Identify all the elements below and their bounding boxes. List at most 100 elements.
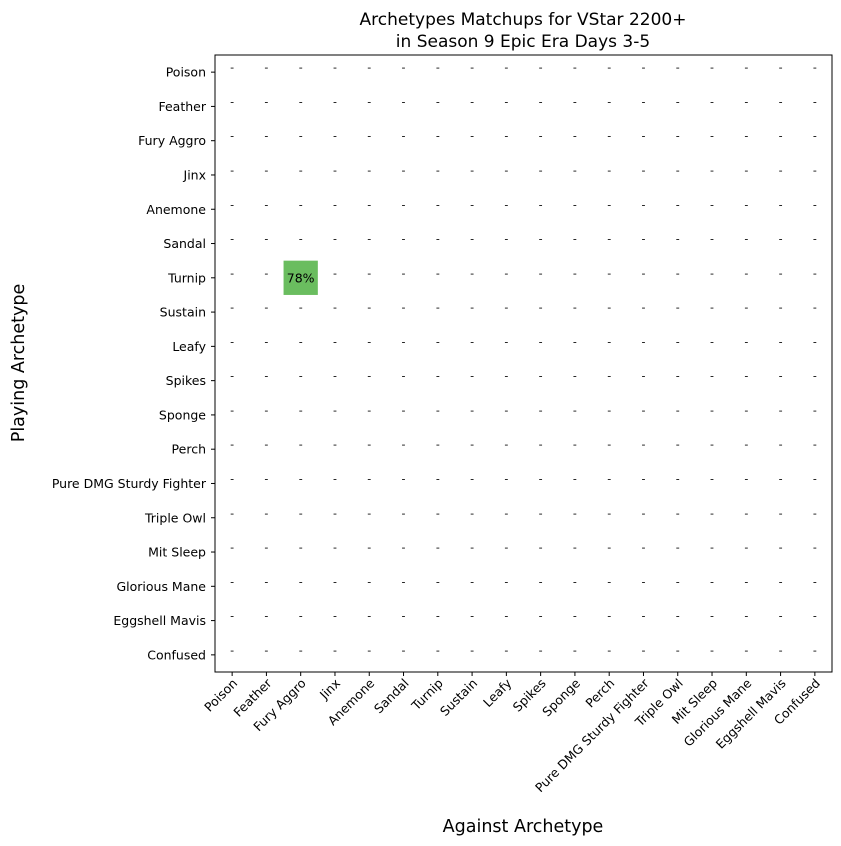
empty-cell-marker: - <box>573 404 577 417</box>
empty-cell-marker: - <box>779 472 783 485</box>
plot-frame <box>214 54 833 673</box>
empty-cell-marker: - <box>676 541 680 554</box>
empty-cell-marker: - <box>436 335 440 348</box>
empty-cell-marker: - <box>402 610 406 623</box>
empty-cell-marker: - <box>607 541 611 554</box>
empty-cell-marker: - <box>470 335 474 348</box>
empty-cell-marker: - <box>367 267 371 280</box>
empty-cell-marker: - <box>436 164 440 177</box>
empty-cell-marker: - <box>710 507 714 520</box>
empty-cell-marker: - <box>779 644 783 657</box>
empty-cell-marker: - <box>230 198 234 211</box>
empty-cell-marker: - <box>504 335 508 348</box>
empty-cell-marker: - <box>230 644 234 657</box>
x-tick-label: Jinx <box>316 676 343 703</box>
empty-cell-marker: - <box>539 507 543 520</box>
empty-cell-marker: - <box>470 198 474 211</box>
empty-cell-marker: - <box>333 267 337 280</box>
empty-cell-marker: - <box>779 610 783 623</box>
empty-cell-marker: - <box>299 61 303 74</box>
empty-cell-marker: - <box>813 301 817 314</box>
empty-cell-marker: - <box>230 95 234 108</box>
empty-cell-marker: - <box>367 404 371 417</box>
empty-cell-marker: - <box>744 610 748 623</box>
empty-cell-marker: - <box>470 575 474 588</box>
x-tick-label: Sponge <box>539 675 583 719</box>
empty-cell-marker: - <box>299 472 303 485</box>
empty-cell-marker: - <box>744 198 748 211</box>
empty-cell-marker: - <box>470 644 474 657</box>
empty-cell-marker: - <box>779 198 783 211</box>
empty-cell-marker: - <box>607 95 611 108</box>
empty-cell-marker: - <box>436 507 440 520</box>
empty-cell-marker: - <box>333 164 337 177</box>
empty-cell-marker: - <box>504 301 508 314</box>
empty-cell-marker: - <box>402 404 406 417</box>
x-axis-label: Against Archetype <box>443 817 604 837</box>
empty-cell-marker: - <box>710 472 714 485</box>
empty-cell-marker: - <box>436 198 440 211</box>
empty-cell-marker: - <box>402 335 406 348</box>
empty-cell-marker: - <box>504 404 508 417</box>
empty-cell-marker: - <box>504 95 508 108</box>
empty-cell-marker: - <box>710 610 714 623</box>
empty-cell-marker: - <box>299 370 303 383</box>
empty-cell-marker: - <box>539 233 543 246</box>
empty-cell-marker: - <box>402 233 406 246</box>
empty-cell-marker: - <box>744 541 748 554</box>
empty-cell-marker: - <box>539 438 543 451</box>
empty-cell-marker: - <box>607 267 611 280</box>
empty-cell-marker: - <box>264 95 268 108</box>
empty-cell-marker: - <box>264 610 268 623</box>
empty-cell-marker: - <box>676 198 680 211</box>
empty-cell-marker: - <box>333 198 337 211</box>
empty-cell-marker: - <box>573 61 577 74</box>
empty-cell-marker: - <box>641 267 645 280</box>
empty-cell-marker: - <box>813 95 817 108</box>
empty-cell-marker: - <box>264 472 268 485</box>
empty-cell-marker: - <box>299 164 303 177</box>
empty-cell-marker: - <box>573 610 577 623</box>
empty-cell-marker: - <box>436 610 440 623</box>
empty-cell-marker: - <box>402 541 406 554</box>
empty-cell-marker: - <box>607 644 611 657</box>
empty-cell-marker: - <box>333 61 337 74</box>
y-tick-label: Sustain <box>160 305 206 320</box>
empty-cell-marker: - <box>436 575 440 588</box>
empty-cell-marker: - <box>573 507 577 520</box>
empty-cell-marker: - <box>641 233 645 246</box>
empty-cell-marker: - <box>539 404 543 417</box>
empty-cell-marker: - <box>539 61 543 74</box>
empty-cell-marker: - <box>779 370 783 383</box>
empty-cell-marker: - <box>676 95 680 108</box>
empty-cell-marker: - <box>641 575 645 588</box>
empty-cell-marker: - <box>641 644 645 657</box>
empty-cell-marker: - <box>573 644 577 657</box>
empty-cell-marker: - <box>264 438 268 451</box>
empty-cell-marker: - <box>264 267 268 280</box>
empty-cell-marker: - <box>710 267 714 280</box>
empty-cell-marker: - <box>744 301 748 314</box>
empty-cell-marker: - <box>641 370 645 383</box>
empty-cell-marker: - <box>264 404 268 417</box>
empty-cell-marker: - <box>367 644 371 657</box>
empty-cell-marker: - <box>264 164 268 177</box>
empty-cell-marker: - <box>641 404 645 417</box>
empty-cell-marker: - <box>710 95 714 108</box>
empty-cell-marker: - <box>744 644 748 657</box>
empty-cell-marker: - <box>299 541 303 554</box>
empty-cell-marker: - <box>504 130 508 143</box>
empty-cell-marker: - <box>436 644 440 657</box>
empty-cell-marker: - <box>367 233 371 246</box>
empty-cell-marker: - <box>470 130 474 143</box>
empty-cell-marker: - <box>230 301 234 314</box>
empty-cell-marker: - <box>264 335 268 348</box>
empty-cell-marker: - <box>333 575 337 588</box>
empty-cell-marker: - <box>539 267 543 280</box>
empty-cell-marker: - <box>779 233 783 246</box>
empty-cell-marker: - <box>779 507 783 520</box>
empty-cell-marker: - <box>573 95 577 108</box>
empty-cell-marker: - <box>744 335 748 348</box>
empty-cell-marker: - <box>402 644 406 657</box>
